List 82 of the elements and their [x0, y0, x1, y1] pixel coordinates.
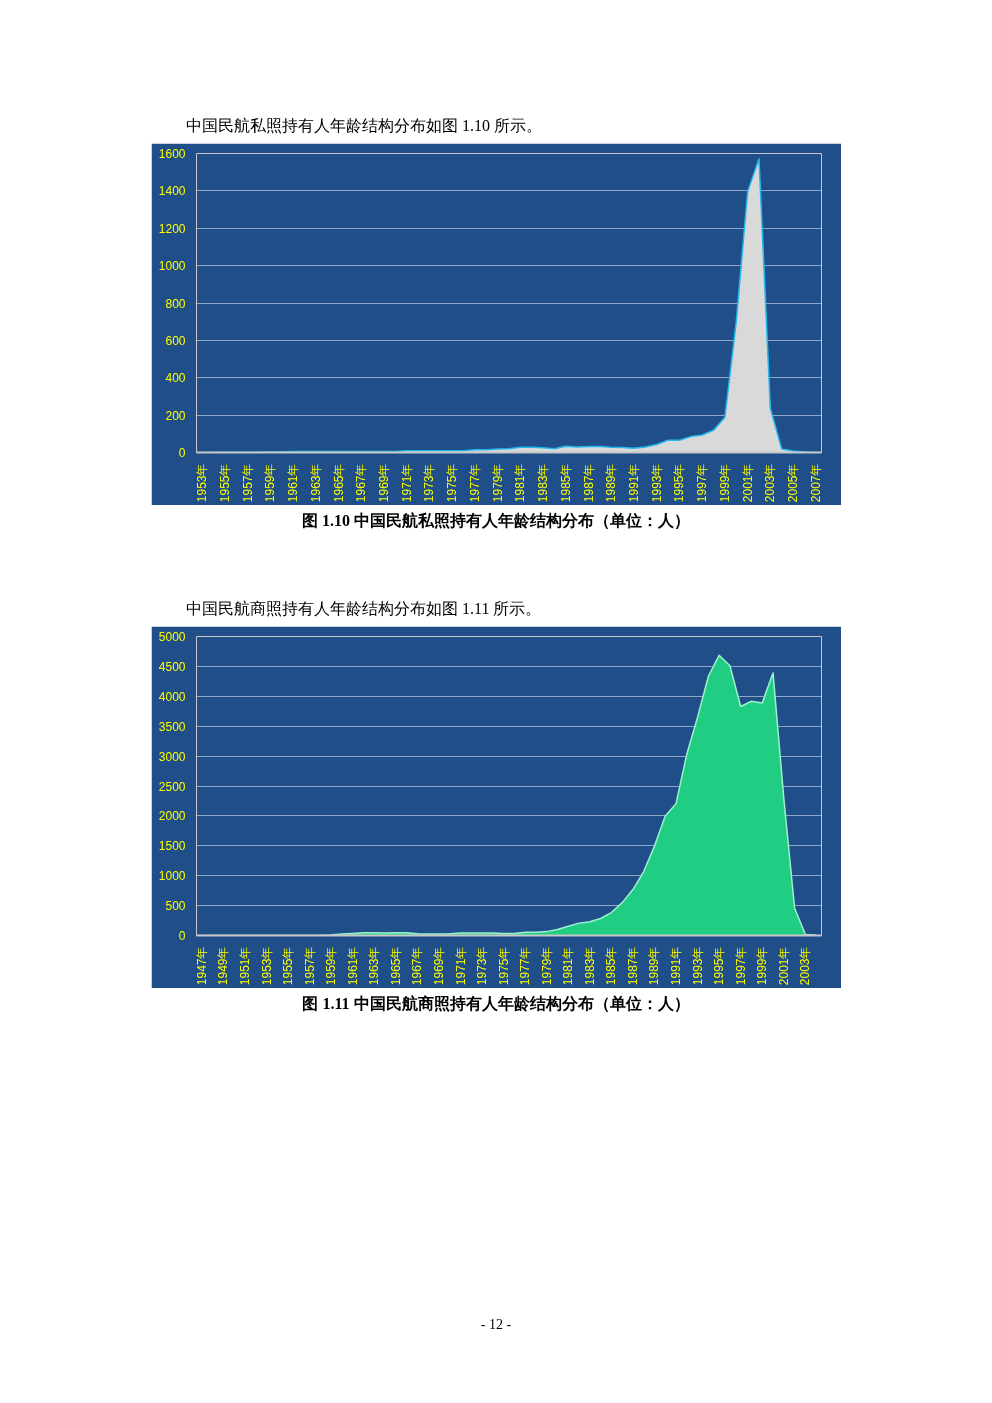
- y-tick-label: 1200: [158, 221, 186, 236]
- x-tick-label: 1981年: [513, 463, 528, 503]
- x-tick-label: 1993年: [649, 463, 664, 503]
- x-tick-label: 1969年: [431, 946, 446, 985]
- y-tick-label: 1000: [158, 258, 186, 273]
- x-tick-label: 2001年: [776, 946, 791, 985]
- text: 中国民航私照持有人年龄结构分布如图 1.10 所示。: [186, 116, 542, 136]
- x-tick-label: 1959年: [263, 463, 278, 503]
- y-tick-label: 0: [178, 928, 186, 943]
- x-tick-label: 1995年: [712, 946, 727, 985]
- x-tick-label: 1957年: [240, 463, 255, 503]
- x-tick-label: 1957年: [302, 946, 317, 985]
- x-tick-label: 1953年: [195, 463, 210, 503]
- x-tick-label: 1975年: [445, 463, 460, 503]
- x-tick-label: 1955年: [217, 463, 232, 503]
- x-tick-label: 1985年: [604, 946, 619, 985]
- x-tick-label: 1963年: [308, 463, 323, 503]
- y-tick-label: 1400: [158, 184, 186, 199]
- x-tick-label: 1983年: [582, 946, 597, 985]
- x-tick-label: 1989年: [604, 463, 619, 503]
- y-tick-label: 500: [165, 898, 186, 913]
- x-tick-label: 1961年: [345, 946, 360, 985]
- x-tick-label: 1981年: [561, 946, 576, 985]
- x-tick-label: 1959年: [324, 946, 339, 985]
- y-tick-label: 4500: [158, 659, 186, 674]
- x-tick-label: 1983年: [536, 463, 551, 503]
- x-tick-label: 1973年: [422, 463, 437, 503]
- x-tick-label: 2005年: [786, 463, 801, 503]
- x-tick-label: 2003年: [798, 946, 813, 985]
- text: 图 1.11 中国民航商照持有人年龄结构分布（单位：人）: [302, 993, 690, 1014]
- x-tick-label: 1951年: [237, 946, 252, 985]
- y-tick-label: 3500: [158, 719, 186, 734]
- text: 中国民航商照持有人年龄结构分布如图 1.11 所示。: [186, 598, 542, 619]
- x-tick-label: 1967年: [410, 946, 425, 985]
- x-tick-label: 1977年: [518, 946, 533, 985]
- y-tick-label: 1600: [158, 146, 186, 161]
- x-tick-label: 1989年: [647, 946, 662, 985]
- x-tick-label: 1975年: [496, 946, 511, 985]
- y-tick-label: 600: [165, 333, 186, 348]
- text: - 12 -: [480, 1316, 512, 1335]
- y-tick-label: 2000: [158, 808, 186, 823]
- x-tick-label: 1979年: [490, 463, 505, 503]
- x-tick-label: 1967年: [354, 463, 369, 503]
- x-tick-label: 2001年: [740, 463, 755, 503]
- x-tick-label: 1965年: [331, 463, 346, 503]
- y-tick-label: 2500: [158, 779, 186, 794]
- y-tick-label: 3000: [158, 749, 186, 764]
- x-tick-label: 1987年: [581, 463, 596, 503]
- x-tick-label: 1991年: [627, 463, 641, 503]
- x-tick-label: 1965年: [388, 946, 403, 985]
- x-tick-label: 1947年: [194, 946, 209, 985]
- y-tick-label: 1500: [158, 838, 186, 853]
- x-tick-label: 1991年: [669, 946, 684, 985]
- y-tick-label: 400: [165, 371, 186, 386]
- x-tick-label: 1971年: [453, 946, 468, 985]
- y-tick-label: 200: [165, 408, 186, 423]
- x-tick-label: 2007年: [808, 463, 823, 503]
- x-tick-label: 1949年: [216, 946, 231, 985]
- x-tick-label: 1985年: [558, 463, 573, 503]
- y-tick-label: 5000: [158, 629, 186, 644]
- x-tick-label: 1999年: [755, 946, 770, 985]
- x-tick-label: 1969年: [377, 463, 391, 503]
- y-tick-label: 0: [178, 445, 186, 460]
- y-tick-label: 4000: [158, 689, 186, 704]
- x-tick-label: 1955年: [281, 946, 296, 985]
- x-tick-label: 1979年: [539, 946, 554, 985]
- x-tick-label: 1997年: [733, 946, 748, 985]
- y-tick-label: 1000: [158, 868, 186, 883]
- text: 图 1.10 中国民航私照持有人年龄结构分布（单位：人）: [302, 510, 690, 531]
- x-tick-label: 1971年: [399, 463, 414, 503]
- x-tick-label: 1953年: [259, 946, 274, 985]
- x-tick-label: 1997年: [695, 463, 710, 503]
- x-tick-label: 1977年: [467, 463, 482, 503]
- x-tick-label: 1995年: [672, 463, 687, 503]
- x-tick-label: 2003年: [763, 463, 778, 503]
- x-tick-label: 1999年: [717, 463, 732, 503]
- x-tick-label: 1963年: [367, 946, 382, 985]
- x-tick-label: 1973年: [475, 946, 490, 985]
- x-tick-label: 1961年: [286, 463, 301, 503]
- x-tick-label: 1993年: [690, 946, 705, 985]
- y-tick-label: 800: [165, 296, 186, 311]
- x-tick-label: 1987年: [625, 946, 640, 985]
